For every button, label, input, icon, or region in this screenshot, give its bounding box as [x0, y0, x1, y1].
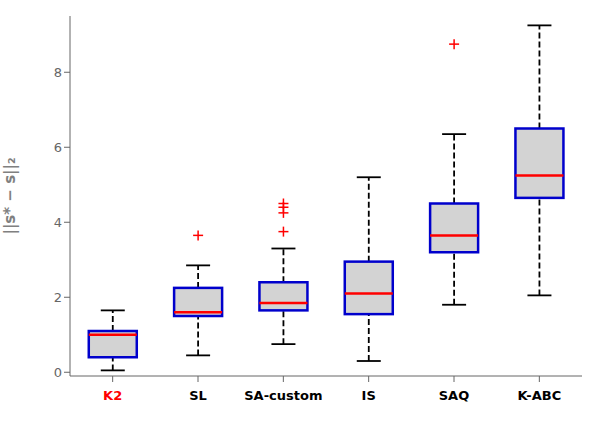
svg-text:K-ABC: K-ABC: [517, 388, 561, 403]
svg-text:6: 6: [54, 140, 62, 155]
svg-text:0: 0: [54, 365, 62, 380]
svg-text:8: 8: [54, 65, 62, 80]
svg-text:SAQ: SAQ: [439, 388, 469, 403]
svg-text:4: 4: [54, 215, 62, 230]
svg-text:2: 2: [54, 290, 62, 305]
svg-text:||s* − s||₂: ||s* − s||₂: [8, 157, 20, 234]
svg-text:SA-custom: SA-custom: [244, 388, 322, 403]
svg-text:SL: SL: [189, 388, 207, 403]
svg-text:IS: IS: [362, 388, 376, 403]
svg-text:K2: K2: [103, 388, 122, 403]
